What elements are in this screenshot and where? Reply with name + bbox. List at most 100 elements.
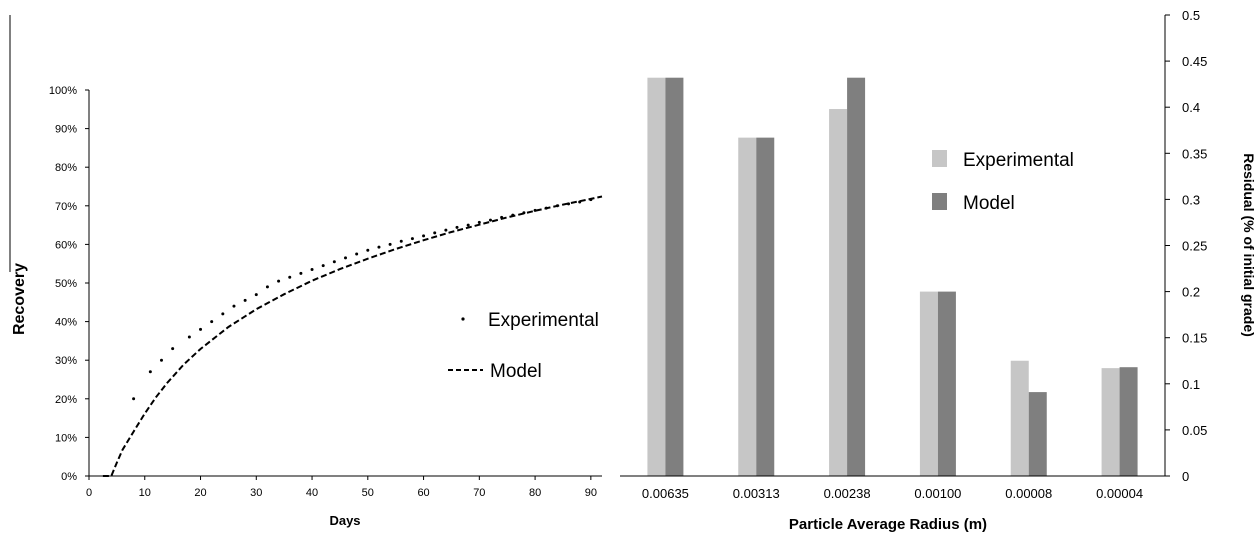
right-y-tick-label: 0.4: [1182, 100, 1200, 115]
right-x-tick-label: 0.00313: [733, 486, 780, 501]
left-x-axis-title: Days: [329, 513, 360, 528]
right-y-axis-title: Residual (% of initial grade): [1241, 153, 1255, 337]
left-x-tick-label: 10: [139, 487, 151, 499]
experimental-point: [288, 275, 292, 279]
right-y-tick-label: 0.45: [1182, 54, 1207, 69]
left-y-tick-label: 60%: [55, 239, 77, 251]
left-series-group: [102, 195, 603, 477]
left-y-tick-label: 10%: [55, 432, 77, 444]
experimental-point: [377, 245, 381, 249]
left-x-tick-label: 30: [250, 487, 262, 499]
experimental-point: [355, 252, 359, 256]
model-bar: [665, 77, 684, 477]
experimental-point: [148, 370, 152, 374]
experimental-point: [488, 218, 492, 222]
right-legend: Experimental Model: [932, 150, 1074, 214]
bars-group: [647, 77, 1138, 477]
right-x-tick-label: 0.00008: [1005, 486, 1052, 501]
experimental-point: [310, 267, 314, 271]
left-x-tick-labels: 0 10 20 30 40 50 60 70 80 90: [86, 487, 597, 499]
left-y-tick-label: 100%: [49, 85, 77, 97]
experimental-point: [444, 228, 448, 232]
model-series-line: [102, 195, 603, 477]
model-bar: [1119, 367, 1138, 476]
experimental-point: [433, 231, 437, 235]
legend-model-label: Model: [963, 193, 1015, 214]
left-x-tick-label: 0: [86, 487, 92, 499]
experimental-point: [243, 298, 247, 302]
experimental-point: [210, 320, 214, 324]
right-x-tick-label: 0.00004: [1096, 486, 1143, 501]
left-y-tick-label: 30%: [55, 355, 77, 367]
right-y-tick-label: 0.05: [1182, 423, 1207, 438]
model-bar: [847, 77, 866, 477]
left-y-tick-label: 50%: [55, 278, 77, 290]
experimental-point: [254, 293, 258, 297]
experimental-point: [277, 279, 281, 283]
right-y-tick-label: 0.1: [1182, 377, 1200, 392]
experimental-point: [159, 358, 163, 362]
experimental-bar: [829, 109, 848, 476]
right-x-axis-title: Particle Average Radius (m): [789, 516, 987, 533]
experimental-point: [399, 239, 403, 243]
experimental-bar: [738, 137, 757, 476]
model-bar: [937, 291, 956, 476]
left-x-tick-label: 80: [529, 487, 541, 499]
recovery-line-chart: 0% 10% 20% 30% 40% 50% 60% 70% 80% 90% 100% 0 10 20 3…: [11, 85, 603, 528]
experimental-point: [455, 225, 459, 229]
experimental-bar: [1010, 360, 1029, 476]
experimental-point: [477, 220, 481, 224]
right-y-tick-label: 0.2: [1182, 285, 1200, 300]
right-y-tick-label: 0.15: [1182, 331, 1207, 346]
experimental-point: [466, 223, 470, 227]
experimental-point: [265, 285, 269, 289]
left-y-tick-label: 90%: [55, 124, 77, 136]
left-y-axis-title: Recovery: [11, 263, 28, 335]
legend-experimental-label: Experimental: [488, 310, 599, 331]
right-y-tick-label: 0.35: [1182, 146, 1207, 161]
experimental-point: [388, 242, 392, 246]
experimental-point: [422, 234, 426, 238]
legend-model-swatch: [932, 193, 947, 210]
legend-experimental-label: Experimental: [963, 150, 1074, 171]
experimental-bar: [1101, 368, 1120, 476]
experimental-bar: [919, 291, 938, 476]
left-axes: [85, 89, 602, 480]
left-x-tick-label: 70: [473, 487, 485, 499]
left-y-tick-label: 80%: [55, 162, 77, 174]
right-x-tick-label: 0.00238: [824, 486, 871, 501]
experimental-point: [199, 327, 203, 331]
left-x-tick-label: 50: [362, 487, 374, 499]
experimental-point: [299, 271, 303, 275]
residual-bar-chart: 0 0.05 0.1 0.15 0.2 0.25 0.3 0.35 0.4 0.45 0.5 0.0…: [620, 8, 1255, 533]
legend-model-label: Model: [490, 361, 542, 382]
right-y-tick-label: 0.3: [1182, 192, 1200, 207]
experimental-point: [221, 312, 225, 316]
left-x-tick-label: 60: [417, 487, 429, 499]
experimental-point: [344, 256, 347, 260]
right-axes: [620, 14, 1170, 477]
legend-experimental-swatch: [932, 150, 947, 167]
right-x-tick-label: 0.00635: [642, 486, 689, 501]
experimental-point: [232, 304, 236, 308]
experimental-point: [171, 347, 175, 351]
right-y-tick-labels: 0 0.05 0.1 0.15 0.2 0.25 0.3 0.35 0.4 0.45 0.5: [1182, 8, 1207, 484]
left-y-tick-label: 20%: [55, 394, 77, 406]
left-x-tick-label: 40: [306, 487, 318, 499]
right-x-tick-labels: 0.00635 0.00313 0.00238 0.00100 0.00008 0.000…: [642, 486, 1143, 501]
left-y-tick-label: 0%: [61, 471, 77, 483]
experimental-point: [187, 335, 191, 339]
right-x-tick-label: 0.00100: [914, 486, 961, 501]
experimental-point: [410, 237, 414, 241]
model-bar: [756, 137, 775, 476]
experimental-point: [366, 248, 370, 252]
left-y-tick-label: 70%: [55, 201, 77, 213]
left-y-tick-labels: 0% 10% 20% 30% 40% 50% 60% 70% 80% 90% 100%: [49, 85, 77, 483]
left-legend: Experimental Model: [448, 310, 599, 382]
legend-experimental-marker: [461, 317, 465, 321]
experimental-point: [321, 264, 325, 268]
right-y-tick-label: 0.25: [1182, 239, 1207, 254]
model-bar: [1028, 392, 1047, 476]
left-x-tick-label: 90: [585, 487, 597, 499]
